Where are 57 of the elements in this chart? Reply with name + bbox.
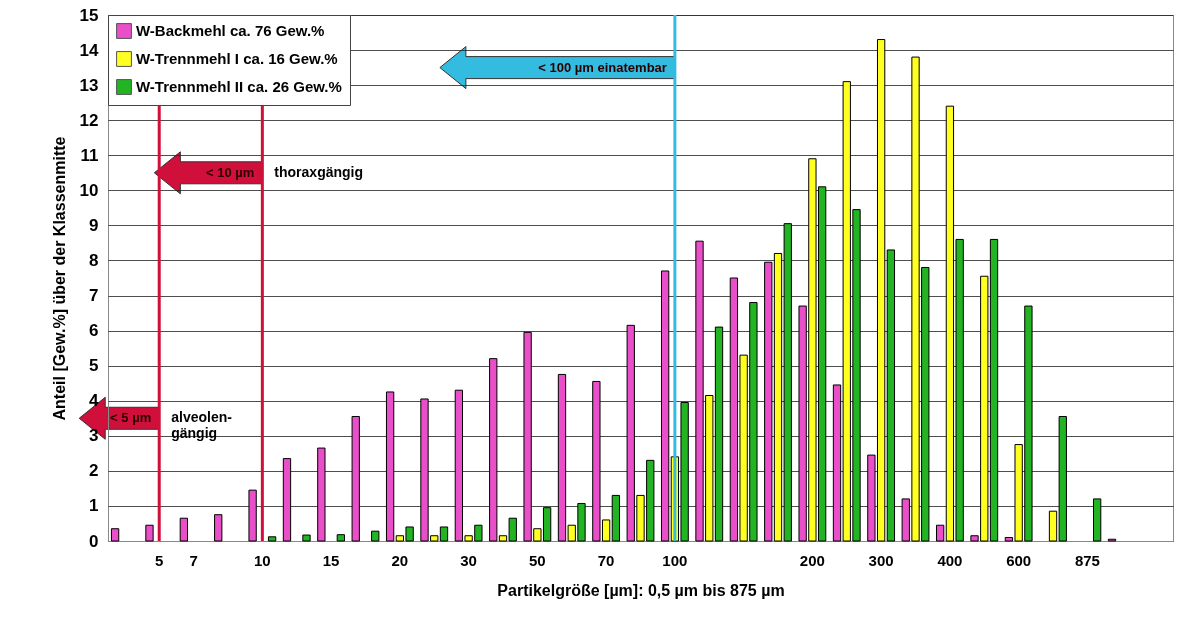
bar bbox=[660, 270, 670, 542]
bar bbox=[110, 528, 120, 542]
bar bbox=[371, 530, 380, 542]
x-tick-label: 10 bbox=[254, 551, 271, 569]
x-axis-title: Partikelgröße [µm]: 0,5 µm bis 875 µm bbox=[497, 581, 785, 599]
bar bbox=[351, 416, 360, 542]
bar bbox=[886, 249, 896, 542]
x-tick-label: 20 bbox=[391, 551, 409, 569]
x-tick-label: 5 bbox=[155, 551, 164, 569]
bar bbox=[302, 534, 311, 542]
bar bbox=[282, 458, 292, 542]
x-tick-label: 200 bbox=[799, 551, 825, 569]
y-tick-label: 8 bbox=[89, 250, 99, 270]
y-tick-label: 15 bbox=[79, 5, 99, 25]
y-tick-label: 4 bbox=[89, 391, 100, 411]
bar bbox=[267, 536, 277, 542]
annotation: thoraxgängig bbox=[274, 163, 364, 180]
x-tick-label: 7 bbox=[189, 551, 198, 569]
y-axis-title: Anteil [Gew.%] über der Klassenmitte bbox=[50, 136, 68, 421]
bar bbox=[179, 517, 188, 542]
bar bbox=[935, 524, 945, 542]
x-tick-label: 400 bbox=[937, 551, 963, 569]
y-tick-label: 1 bbox=[89, 496, 99, 516]
x-tick-label: 15 bbox=[322, 551, 340, 569]
y-tick-label: 9 bbox=[89, 215, 99, 235]
y-tick-label: 6 bbox=[89, 321, 99, 341]
x-tick-label: 100 bbox=[662, 551, 688, 569]
legend-label: W-Trennmehl II ca. 26 Gew.% bbox=[136, 78, 342, 95]
y-tick-label: 2 bbox=[89, 461, 99, 481]
y-tick-label: 11 bbox=[80, 145, 99, 165]
bar bbox=[145, 524, 154, 542]
y-tick-label: 5 bbox=[89, 356, 99, 376]
ref-line-label: < 10 µm bbox=[206, 164, 255, 180]
legend-label: W-Trennmehl I ca. 16 Gew.% bbox=[136, 50, 338, 67]
x-tick-label: 30 bbox=[460, 551, 477, 569]
x-tick-label: 300 bbox=[868, 551, 894, 569]
y-tick-label: 10 bbox=[79, 180, 99, 200]
x-tick-label: 50 bbox=[529, 551, 546, 569]
y-tick-label: 7 bbox=[89, 286, 99, 306]
x-tick-label: 875 bbox=[1074, 551, 1100, 569]
ref-line-label: < 5 µm bbox=[110, 410, 152, 426]
x-tick-label: 600 bbox=[1006, 551, 1032, 569]
bar bbox=[248, 489, 257, 542]
ref-line-label: < 100 µm einatembar bbox=[538, 59, 667, 75]
bar bbox=[1093, 498, 1102, 542]
y-tick-label: 14 bbox=[79, 40, 100, 60]
bar bbox=[611, 494, 621, 542]
y-tick-label: 12 bbox=[79, 110, 99, 130]
x-tick-label: 70 bbox=[597, 551, 615, 569]
legend-label: W-Backmehl ca. 76 Gew.% bbox=[136, 22, 325, 39]
y-tick-label: 0 bbox=[89, 531, 99, 551]
bar bbox=[385, 391, 395, 542]
y-tick-label: 13 bbox=[79, 75, 99, 95]
bar bbox=[317, 447, 326, 542]
bar bbox=[214, 514, 223, 542]
y-tick-label: 3 bbox=[89, 426, 99, 446]
bar bbox=[336, 534, 346, 542]
